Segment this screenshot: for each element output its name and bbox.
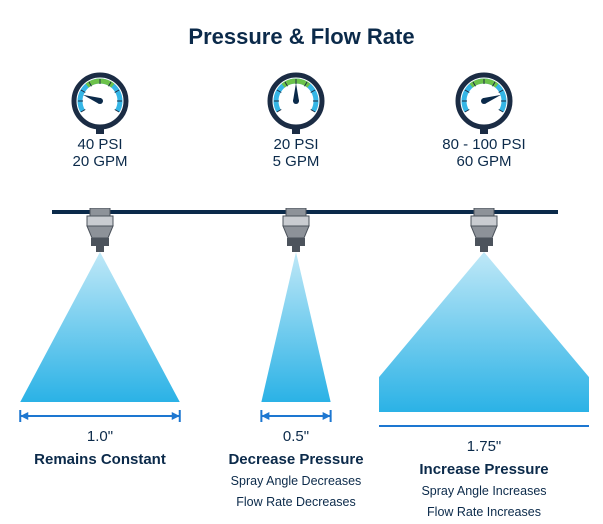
psi-label: 40 PSI (15, 136, 185, 153)
sub-line2: Flow Rate Decreases (226, 495, 366, 510)
under-label: Decrease Pressure (226, 451, 366, 468)
sub-line2: Flow Rate Increases (379, 505, 589, 520)
width-label: 0.5" (226, 428, 366, 445)
psi-label: 20 PSI (226, 136, 366, 153)
psi-label: 80 - 100 PSI (379, 136, 589, 153)
width-label: 1.0" (15, 428, 185, 445)
sub-line1: Spray Angle Increases (379, 484, 589, 499)
column-3: 80 - 100 PSI 60 GPM 1.75" Increase Press… (379, 72, 589, 520)
width-label: 1.75" (379, 438, 589, 455)
nozzle-spray-2 (226, 208, 366, 428)
sub-line1: Spray Angle Decreases (226, 474, 366, 489)
gpm-label: 20 GPM (15, 153, 185, 170)
under-label: Increase Pressure (379, 461, 589, 478)
diagram-root: Pressure & Flow Rate 40 PSI 20 GPM 1.0" … (0, 0, 603, 524)
nozzle-spray-3 (379, 208, 589, 438)
page-title: Pressure & Flow Rate (0, 24, 603, 50)
column-2: 20 PSI 5 GPM 0.5" Decrease Pressure Spra… (226, 72, 366, 510)
column-1: 40 PSI 20 GPM 1.0" Remains Constant (15, 72, 185, 474)
gauge-2 (267, 72, 325, 136)
nozzle-spray-1 (15, 208, 185, 428)
gauge-3 (455, 72, 513, 136)
gpm-label: 5 GPM (226, 153, 366, 170)
gauge-1 (71, 72, 129, 136)
under-label: Remains Constant (15, 451, 185, 468)
gpm-label: 60 GPM (379, 153, 589, 170)
